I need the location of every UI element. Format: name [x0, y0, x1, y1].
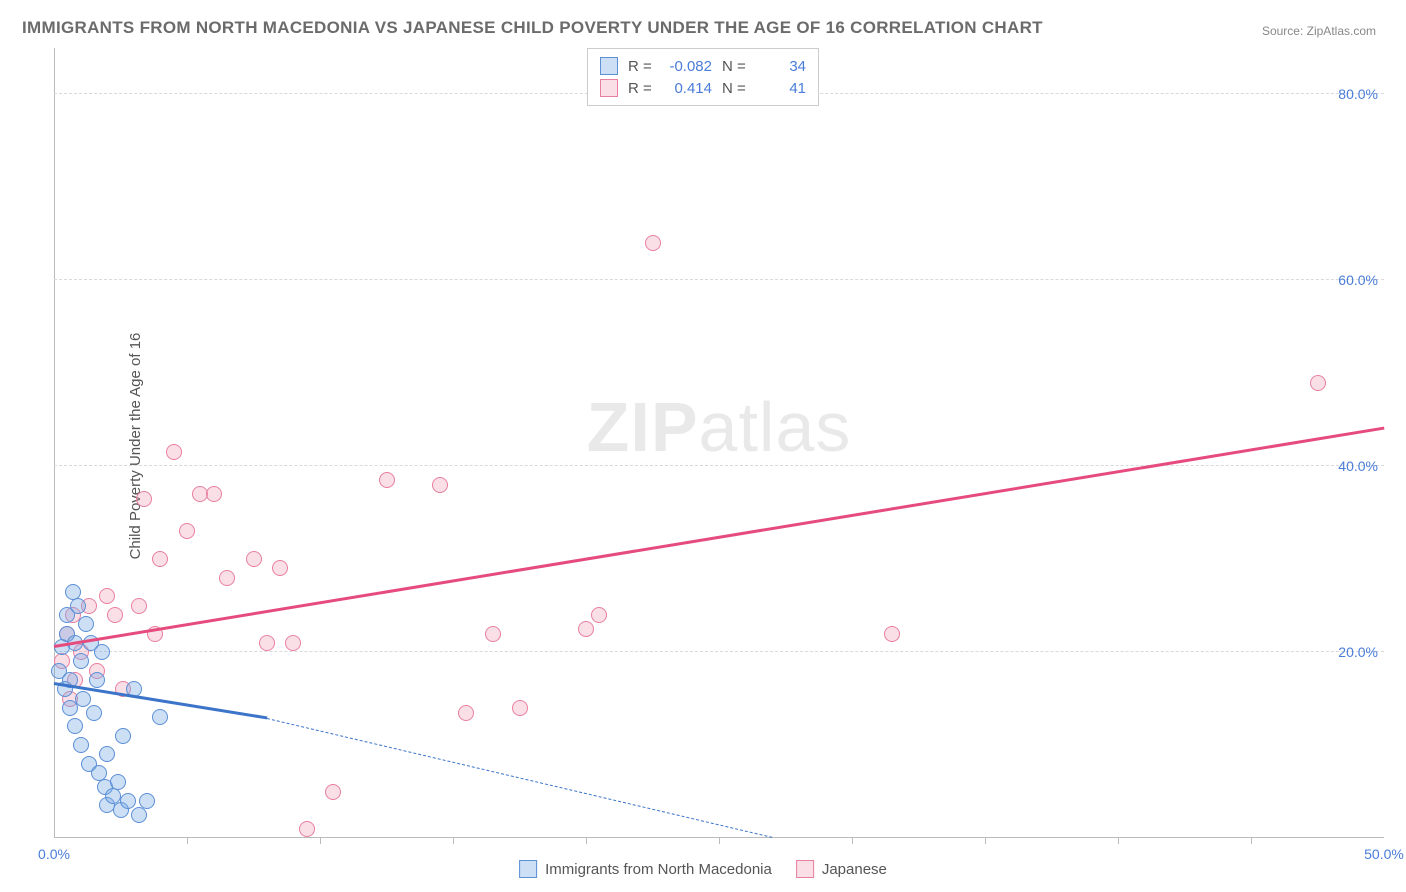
data-point	[107, 607, 123, 623]
legend-r-label: R =	[628, 80, 652, 97]
data-point	[272, 560, 288, 576]
data-point	[136, 491, 152, 507]
data-point	[285, 635, 301, 651]
data-point	[70, 598, 86, 614]
legend-row-blue: R = -0.082 N = 34	[600, 55, 806, 77]
y-tick-label: 80.0%	[1338, 86, 1378, 102]
data-point	[110, 774, 126, 790]
legend-item-pink: Japanese	[796, 860, 887, 878]
x-tick-mark	[320, 838, 321, 844]
legend-swatch-blue	[600, 57, 618, 75]
data-point	[86, 705, 102, 721]
y-axis-line	[54, 48, 55, 838]
data-point	[259, 635, 275, 651]
data-point	[99, 746, 115, 762]
data-point	[206, 486, 222, 502]
x-tick-label: 0.0%	[38, 846, 70, 862]
data-point	[115, 728, 131, 744]
x-tick-mark	[586, 838, 587, 844]
watermark-light: atlas	[699, 388, 852, 466]
data-point	[89, 672, 105, 688]
source-name: ZipAtlas.com	[1307, 24, 1376, 38]
data-point	[578, 621, 594, 637]
trend-line	[54, 427, 1384, 648]
x-tick-label: 50.0%	[1364, 846, 1404, 862]
legend-item-blue: Immigrants from North Macedonia	[519, 860, 772, 878]
data-point	[219, 570, 235, 586]
data-point	[152, 709, 168, 725]
data-point	[120, 793, 136, 809]
x-tick-mark	[1251, 838, 1252, 844]
data-point	[379, 472, 395, 488]
legend-r-value-pink: 0.414	[662, 80, 712, 97]
data-point	[73, 653, 89, 669]
gridline	[54, 465, 1384, 466]
watermark-bold: ZIP	[587, 388, 699, 466]
legend-n-value-blue: 34	[756, 58, 806, 75]
x-tick-mark	[985, 838, 986, 844]
data-point	[512, 700, 528, 716]
x-tick-mark	[187, 838, 188, 844]
legend-label-pink: Japanese	[822, 861, 887, 878]
y-tick-label: 20.0%	[1338, 644, 1378, 660]
data-point	[246, 551, 262, 567]
legend-swatch-pink	[796, 860, 814, 878]
x-tick-mark	[852, 838, 853, 844]
legend-row-pink: R = 0.414 N = 41	[600, 77, 806, 99]
data-point	[67, 718, 83, 734]
data-point	[78, 616, 94, 632]
data-point	[325, 784, 341, 800]
data-point	[645, 235, 661, 251]
gridline	[54, 651, 1384, 652]
data-point	[166, 444, 182, 460]
data-point	[432, 477, 448, 493]
legend-n-label: N =	[722, 80, 746, 97]
legend-label-blue: Immigrants from North Macedonia	[545, 861, 772, 878]
source-prefix: Source:	[1262, 24, 1307, 38]
legend-r-value-blue: -0.082	[662, 58, 712, 75]
series-legend: Immigrants from North Macedonia Japanese	[511, 858, 895, 880]
legend-swatch-pink	[600, 79, 618, 97]
data-point	[458, 705, 474, 721]
data-point	[179, 523, 195, 539]
data-point	[99, 588, 115, 604]
legend-n-label: N =	[722, 58, 746, 75]
correlation-legend: R = -0.082 N = 34 R = 0.414 N = 41	[587, 48, 819, 106]
source-attribution: Source: ZipAtlas.com	[1262, 24, 1376, 38]
data-point	[94, 644, 110, 660]
chart-title: IMMIGRANTS FROM NORTH MACEDONIA VS JAPAN…	[22, 18, 1043, 38]
data-point	[139, 793, 155, 809]
y-tick-label: 40.0%	[1338, 458, 1378, 474]
legend-swatch-blue	[519, 860, 537, 878]
data-point	[299, 821, 315, 837]
data-point	[1310, 375, 1326, 391]
watermark-text: ZIPatlas	[587, 387, 852, 467]
data-point	[131, 807, 147, 823]
x-tick-mark	[1118, 838, 1119, 844]
data-point	[73, 737, 89, 753]
gridline	[54, 279, 1384, 280]
y-tick-label: 60.0%	[1338, 272, 1378, 288]
data-point	[485, 626, 501, 642]
data-point	[131, 598, 147, 614]
data-point	[884, 626, 900, 642]
legend-r-label: R =	[628, 58, 652, 75]
legend-n-value-pink: 41	[756, 80, 806, 97]
trend-line-extrapolated	[267, 718, 773, 838]
data-point	[152, 551, 168, 567]
x-tick-mark	[453, 838, 454, 844]
x-tick-mark	[719, 838, 720, 844]
data-point	[75, 691, 91, 707]
scatter-plot-area: ZIPatlas 20.0%40.0%60.0%80.0%0.0%50.0%	[54, 48, 1384, 838]
data-point	[591, 607, 607, 623]
